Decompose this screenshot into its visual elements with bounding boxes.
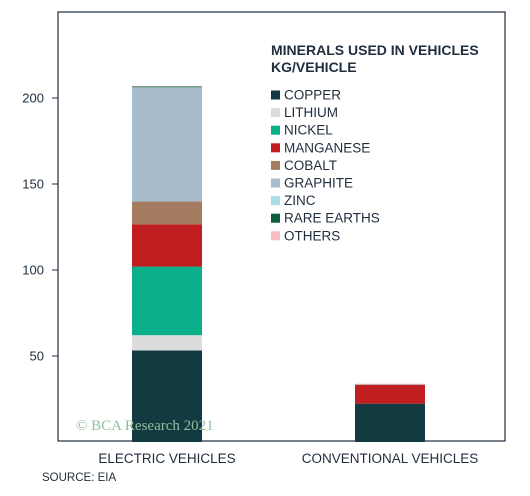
bar-0-zinc (132, 87, 202, 88)
plot-frame (57, 11, 506, 442)
legend-swatch-6 (271, 196, 280, 206)
legend-swatch-4 (271, 160, 280, 170)
legend-label-7: RARE EARTHS (284, 211, 380, 226)
bar-0-rare-earths (132, 86, 202, 88)
legend-label-1: LITHIUM (284, 105, 338, 120)
legend-title-line-0: MINERALS USED IN VEHICLES (271, 42, 479, 58)
bar-1-others (355, 383, 425, 385)
bar-1-copper (355, 403, 425, 442)
bar-0-others (132, 85, 202, 87)
legend-swatch-5 (271, 178, 280, 188)
legend-swatch-7 (271, 213, 280, 223)
legend-swatch-0 (271, 90, 280, 100)
legend-label-5: GRAPHITE (284, 176, 353, 191)
legend-swatch-3 (271, 143, 280, 153)
category-label-0: ELECTRIC VEHICLES (98, 451, 235, 466)
bar-0-copper (132, 350, 202, 442)
legend-swatch-8 (271, 231, 280, 241)
bar-1-zinc (355, 384, 425, 385)
bar-0-cobalt (132, 201, 202, 225)
y-tick-label-200: 200 (22, 91, 44, 106)
legend-label-0: COPPER (284, 88, 341, 103)
y-tick-label-100: 100 (22, 263, 44, 278)
y-tick-label-150: 150 (22, 177, 44, 192)
legend-label-4: COBALT (284, 158, 337, 173)
bar-0-nickel (132, 266, 202, 336)
watermark: © BCA Research 2021 (76, 418, 214, 434)
legend-title-line-1: KG/VEHICLE (271, 59, 357, 75)
bar-1-manganese (355, 384, 425, 404)
legend-label-6: ZINC (284, 193, 316, 208)
legend-swatch-2 (271, 125, 280, 135)
bar-0-lithium (132, 335, 202, 351)
legend-swatch-1 (271, 108, 280, 118)
category-label-1: CONVENTIONAL VEHICLES (302, 451, 479, 466)
source-note: SOURCE: EIA (42, 472, 117, 484)
bar-0-graphite (132, 87, 202, 202)
legend-label-8: OTHERS (284, 228, 340, 243)
bar-0-manganese (132, 224, 202, 267)
legend-label-3: MANGANESE (284, 140, 370, 155)
y-tick-label-50: 50 (30, 349, 44, 364)
legend-label-2: NICKEL (284, 123, 333, 138)
